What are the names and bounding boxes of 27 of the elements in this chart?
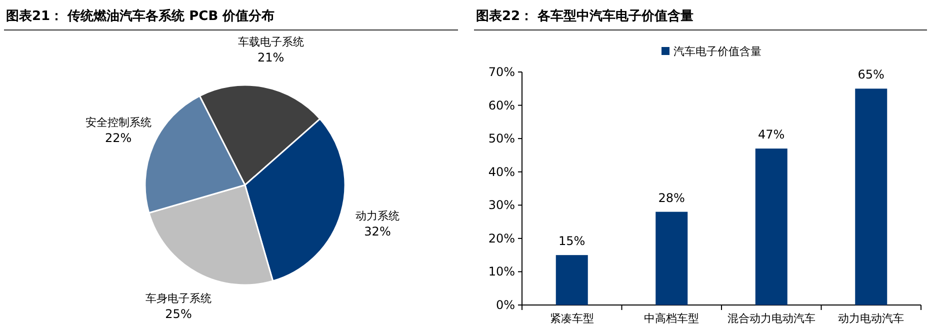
- y-tick-label: 10%: [488, 264, 515, 279]
- y-tick-label: 30%: [488, 198, 515, 212]
- data-label: 15%: [558, 234, 586, 248]
- x-tick-label: 动力电动汽车: [838, 312, 904, 325]
- data-label: 25%: [165, 306, 192, 321]
- slice-label: 安全控制系统: [85, 116, 152, 130]
- y-tick-label: 40%: [488, 164, 515, 179]
- slice-label: 车身电子系统: [146, 292, 212, 305]
- x-tick-label: 紧凑车型: [550, 312, 594, 325]
- y-tick-label: 20%: [488, 231, 515, 246]
- data-label: 32%: [364, 224, 391, 238]
- y-tick-label: 0%: [496, 298, 515, 312]
- data-label: 28%: [658, 190, 685, 205]
- x-tick-label: 中高档车型: [644, 312, 700, 325]
- y-tick-label: 70%: [488, 65, 515, 79]
- data-label: 65%: [858, 68, 884, 82]
- x-tick-label: 混合动力电动汽车: [727, 312, 816, 325]
- data-label: 22%: [105, 131, 132, 146]
- data-label: 21%: [258, 50, 284, 64]
- y-tick-label: 50%: [488, 132, 515, 146]
- y-tick-label: 60%: [488, 98, 515, 112]
- chart-title: 图表22： 各车型中汽车电子价值含量: [476, 8, 694, 24]
- slice-label: 车载电子系统: [238, 35, 304, 48]
- chart-title: 图表21： 传统燃油汽车各系统 PCB 价值分布: [6, 8, 275, 24]
- legend-label: 汽车电子价值含量: [674, 45, 762, 58]
- slice-label: 动力系统: [356, 210, 400, 222]
- data-label: 47%: [758, 128, 785, 142]
